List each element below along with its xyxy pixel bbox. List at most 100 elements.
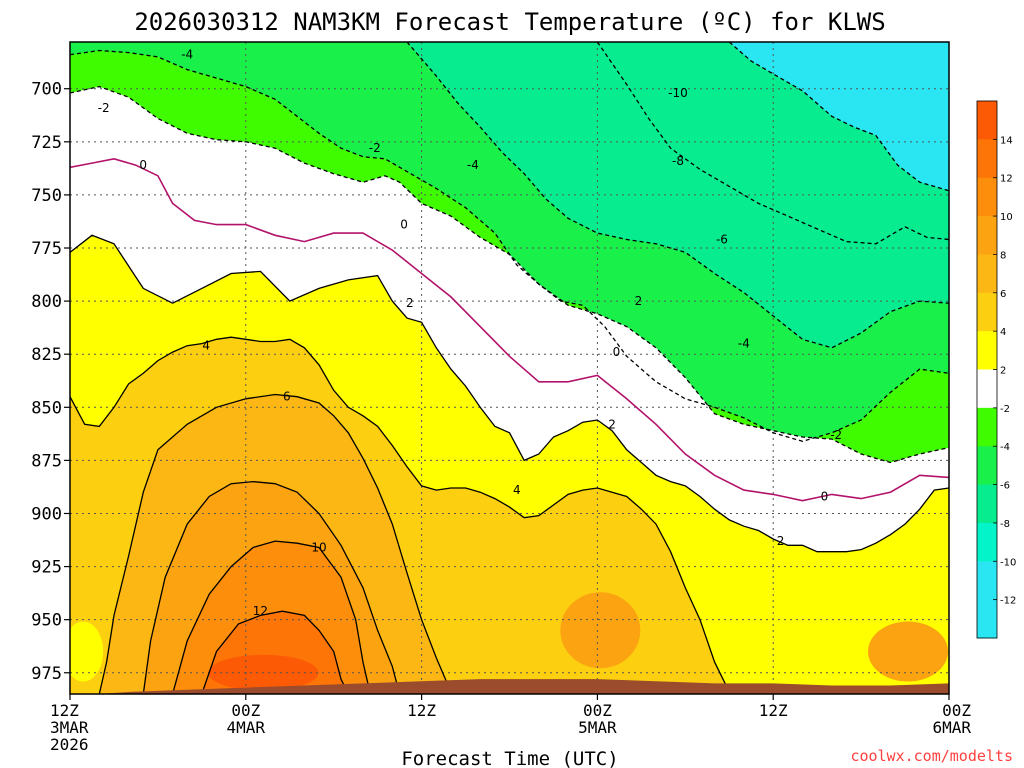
colorbar-tick-label: 10 — [1000, 212, 1013, 223]
contour-label: 2 — [777, 534, 785, 548]
x-tick-label: 00Z — [942, 701, 971, 720]
credit-text: coolwx.com/modelts — [850, 747, 1013, 765]
contour-labels: -10 -8 -6 -4 -4 -4 -2 -2 -2 0 0 0 0 2 2 2 2 4 4 6 10 12 — [98, 48, 842, 618]
colorbar-swatch — [977, 331, 997, 370]
colorbar-tick-label: -4 — [1000, 442, 1010, 453]
colorbar-tick-label: 8 — [1000, 250, 1006, 261]
y-tick-label: 850 — [31, 398, 62, 418]
isotherm-8 — [142, 480, 401, 694]
contour-label: -2 — [98, 101, 110, 115]
temperature-fills — [70, 42, 949, 694]
fill-local-6-day2 — [560, 592, 641, 669]
colorbar-swatch — [977, 522, 997, 562]
grid-lines — [70, 42, 949, 694]
y-tick-label: 775 — [31, 239, 62, 259]
y-tick-label: 750 — [31, 186, 62, 206]
colorbar-swatch — [977, 561, 997, 639]
colorbar-swatch — [977, 369, 997, 409]
colorbar-swatch — [977, 177, 997, 217]
colorbar-tick-label: 6 — [1000, 289, 1006, 300]
isotherm-12 — [201, 610, 349, 694]
isotherm-lines — [70, 42, 949, 694]
isotherm-4 — [70, 336, 730, 693]
x-tick-label: 5MAR — [578, 718, 617, 737]
y-tick-label: 825 — [31, 345, 62, 365]
contour-label: -4 — [467, 158, 479, 172]
isotherm-0 — [70, 157, 949, 502]
contour-label: 0 — [821, 489, 829, 503]
x-tick-label: 4MAR — [227, 718, 266, 737]
x-tick-label: 12Z — [759, 701, 788, 720]
isotherm--2 — [70, 85, 949, 464]
colorbar-tick-label: 14 — [1000, 135, 1013, 146]
contour-label: -10 — [668, 86, 688, 100]
isotherm--6 — [406, 42, 949, 349]
y-tick-label: 975 — [31, 664, 62, 684]
x-tick-label: 3MAR — [50, 718, 89, 737]
y-tick-label: 950 — [31, 611, 62, 631]
contour-label: -2 — [830, 428, 842, 442]
colorbar-swatch — [977, 254, 997, 294]
contour-label: 2 — [608, 417, 616, 431]
colorbar-tick-label: -8 — [1000, 519, 1010, 530]
contour-label: -2 — [369, 141, 381, 155]
contour-label: 4 — [513, 483, 521, 497]
y-tick-label: 925 — [31, 558, 62, 578]
y-tick-label: 725 — [31, 133, 62, 153]
colorbar-tick-label: -12 — [1000, 596, 1016, 607]
plot-frame — [69, 41, 950, 695]
terrain-fill — [99, 679, 949, 694]
contour-label: -4 — [181, 48, 193, 62]
colorbar-tick-label: -10 — [1000, 557, 1016, 568]
colorbar-swatch — [977, 216, 997, 255]
isotherm--4 — [70, 49, 949, 442]
contour-label: 0 — [139, 158, 147, 172]
colorbar-swatch — [977, 446, 997, 486]
contour-label: 2 — [406, 296, 414, 310]
y-tick-label: 875 — [31, 451, 62, 471]
contour-label: 0 — [613, 345, 621, 359]
colorbar-tick-label: 4 — [1000, 327, 1006, 338]
colorbar-swatch — [977, 407, 997, 447]
y-tick-label: 800 — [31, 292, 62, 312]
colorbar-tick-label: 12 — [1000, 174, 1013, 185]
x-axis-label: Forecast Time (UTC) — [401, 748, 618, 768]
x-tick-label: 00Z — [231, 701, 260, 720]
isotherm-2 — [70, 234, 949, 553]
isotherm--10 — [728, 42, 949, 192]
x-tick-label: 12Z — [50, 701, 79, 720]
y-axis: 700 725 750 775 800 825 850 875 900 925 950 975 — [31, 80, 70, 684]
contour-label: -8 — [672, 154, 684, 168]
isotherm--8 — [596, 42, 949, 245]
contour-label: -4 — [738, 337, 750, 351]
isotherm-6 — [98, 393, 452, 694]
terrain-surface — [99, 679, 949, 694]
fill-local-6-day3 — [867, 621, 948, 682]
contour-label: 10 — [311, 540, 326, 554]
colorbar-tick-label: 2 — [1000, 366, 1006, 377]
contour-label: -6 — [716, 233, 728, 247]
contour-label: 12 — [253, 604, 268, 618]
fill-local-2-start — [70, 621, 104, 682]
x-tick-label: 12Z — [407, 701, 436, 720]
contour-label: 4 — [202, 339, 210, 353]
colorbar: 14 12 10 8 6 4 2 -2 -4 -6 -8 -10 -12 — [976, 100, 1016, 639]
colorbar-swatch — [977, 101, 997, 140]
contour-label: 0 — [400, 218, 408, 232]
x-tick-label: 6MAR — [932, 718, 971, 737]
isotherm-10 — [171, 540, 371, 694]
colorbar-swatch — [977, 484, 997, 524]
contour-label: 6 — [283, 390, 291, 404]
colorbar-tick-label: -6 — [1000, 481, 1010, 492]
colorbar-tick-label: -2 — [1000, 404, 1010, 415]
x-tick-label: 00Z — [583, 701, 612, 720]
y-tick-label: 700 — [31, 80, 62, 100]
x-tick-label: 2026 — [50, 735, 89, 754]
y-tick-label: 900 — [31, 504, 62, 524]
contour-label: 2 — [635, 294, 643, 308]
plot-area: -10 -8 -6 -4 -4 -4 -2 -2 -2 0 0 0 0 2 2 2 2 4 4 6 10 12 — [70, 42, 949, 694]
chart-title: 2026030312 NAM3KM Forecast Temperature (… — [134, 8, 885, 36]
colorbar-swatch — [977, 292, 997, 332]
colorbar-swatch — [977, 139, 997, 179]
